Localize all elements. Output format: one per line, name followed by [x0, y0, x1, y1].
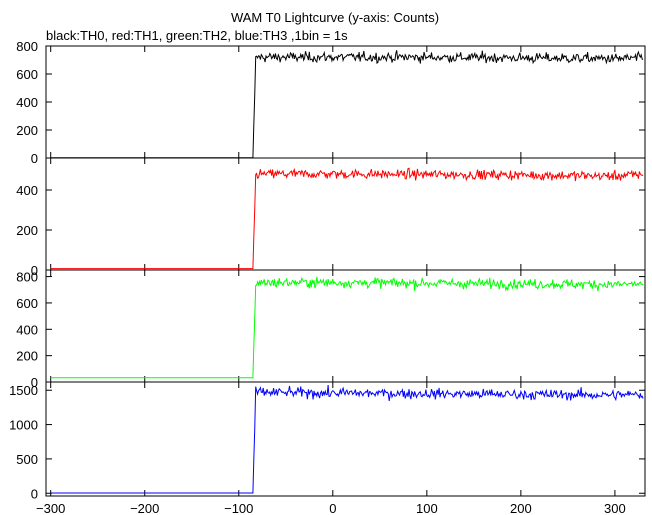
y-tick-label: 400 [16, 95, 38, 110]
panels: 0200400600800020040002004006008000500100… [9, 39, 646, 515]
y-tick-label: 0 [31, 486, 38, 501]
y-tick-label: 800 [16, 270, 38, 285]
y-tick-label: 400 [16, 183, 38, 198]
x-tick-label: −100 [224, 501, 253, 515]
series-line-TH3 [50, 385, 644, 494]
y-tick-label: 1500 [9, 383, 38, 398]
y-tick-label: 500 [16, 452, 38, 467]
x-tick-label: −300 [36, 501, 65, 515]
series-line-TH0 [50, 50, 644, 159]
chart-title: WAM T0 Lightcurve (y-axis: Counts) [231, 10, 439, 25]
series-line-TH1 [50, 167, 644, 270]
panel-3: 0 500 1000 1500 −300 −200 −100 0 100 200 300 [9, 381, 646, 515]
y-tick-label: 200 [16, 349, 38, 364]
y-tick-label: 1000 [9, 418, 38, 433]
y-tick-label: 0 [31, 151, 38, 166]
series-line-TH2 [50, 276, 644, 379]
y-tick-label: 600 [16, 296, 38, 311]
y-tick-label: 600 [16, 67, 38, 82]
y-tick-label: 0 [31, 375, 38, 390]
x-tick-label: 0 [329, 501, 336, 515]
y-tick-label: 200 [16, 223, 38, 238]
chart-subtitle: black:TH0, red:TH1, green:TH2, blue:TH3 … [46, 28, 348, 43]
x-tick-label: 300 [604, 501, 626, 515]
y-tick-label: 800 [16, 39, 38, 54]
y-tick-label: 200 [16, 123, 38, 138]
panel-frame [45, 381, 646, 497]
x-tick-label: 200 [510, 501, 532, 515]
panel-0: 0 200 400 600 800 [16, 39, 646, 166]
panel-2: 0 200 400 600 800 [16, 269, 646, 390]
x-tick-label: 100 [416, 501, 438, 515]
x-tick-label: −200 [130, 501, 159, 515]
panel-frame [45, 45, 646, 159]
y-tick-label: 400 [16, 322, 38, 337]
panel-frame [45, 269, 646, 383]
panel-1: 0 200 400 [16, 157, 646, 278]
y-tick-label: 0 [31, 263, 38, 278]
